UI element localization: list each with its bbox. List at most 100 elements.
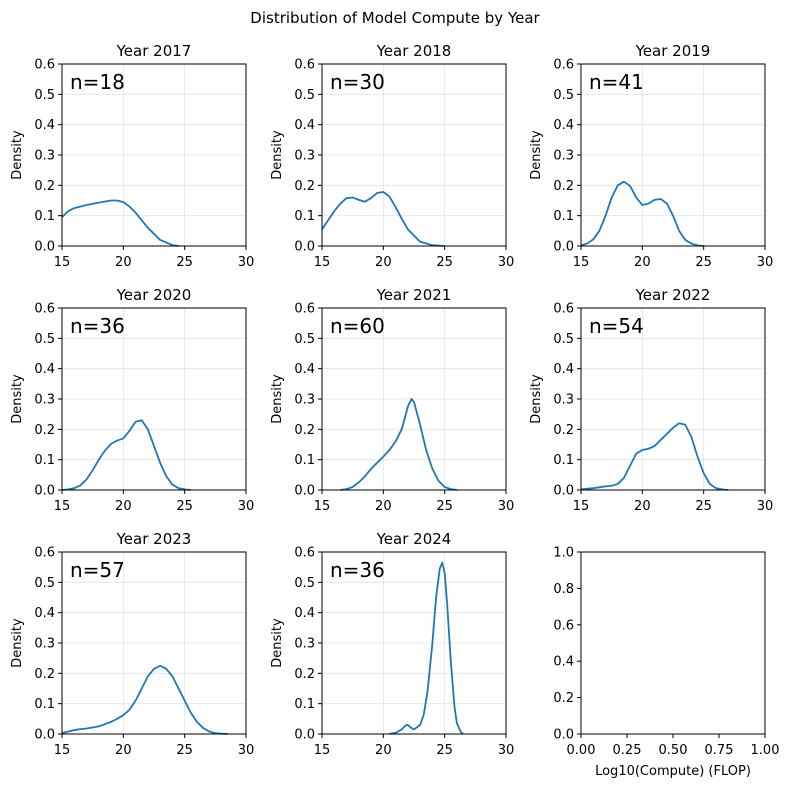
y-tick-label: 0.1 xyxy=(294,453,315,468)
x-tick-label: 20 xyxy=(634,255,651,270)
y-tick-label: 0.1 xyxy=(34,697,55,712)
figure-title: Distribution of Model Compute by Year xyxy=(250,9,540,27)
x-tick-label: 25 xyxy=(436,255,453,270)
density-curve xyxy=(340,398,458,491)
y-tick-label: 0.1 xyxy=(553,453,574,468)
subplot-9: 0.00 0.25 0.50 0.75 1.00 0.0 0.2 0.4 0.6 0.8 1.0 Lo… xyxy=(553,546,779,780)
y-axis-label: Density xyxy=(10,374,25,424)
subplot-title: Year 2022 xyxy=(635,286,711,304)
x-tick-label: 30 xyxy=(238,743,255,758)
x-tick-label: 30 xyxy=(498,499,515,514)
x-tick-label: 30 xyxy=(238,499,255,514)
y-tick-label: 0.6 xyxy=(553,302,574,317)
y-tick-label: 0.5 xyxy=(553,332,574,347)
density-curve xyxy=(61,664,228,735)
y-tick-label: 0.6 xyxy=(34,302,55,317)
subplot-title: Year 2019 xyxy=(635,42,711,60)
sample-size-annotation: n=54 xyxy=(589,314,644,338)
x-tick-label: 25 xyxy=(176,499,193,514)
axes-frame xyxy=(580,551,766,735)
y-tick-label: 0.4 xyxy=(553,655,574,670)
x-tick-label: 20 xyxy=(375,743,392,758)
density-curve xyxy=(61,199,179,247)
y-tick-label: 0.6 xyxy=(294,58,315,73)
x-axis-label: Log10(Compute) (FLOP) xyxy=(595,764,751,779)
subplot-1: 15 20 25 30 0.0 0.1 0.2 0.3 0.4 0.5 0.6 Year 2017 n=… xyxy=(10,42,254,270)
y-tick-label: 0.4 xyxy=(553,118,574,133)
y-tick-label: 0.4 xyxy=(34,606,55,621)
x-tick-label: 15 xyxy=(573,499,590,514)
y-tick-label: 0.2 xyxy=(553,691,574,706)
axes-frame xyxy=(321,551,507,735)
y-tick-label: 0.4 xyxy=(294,606,315,621)
x-tick-label: 15 xyxy=(54,499,71,514)
subplot-title: Year 2024 xyxy=(376,530,452,548)
y-tick-label: 0.5 xyxy=(294,576,315,591)
y-tick-label: 0.6 xyxy=(294,546,315,561)
x-tick-label: 25 xyxy=(695,255,712,270)
y-tick-label: 0.5 xyxy=(34,576,55,591)
density-curve xyxy=(61,419,191,491)
x-tick-label: 30 xyxy=(238,255,255,270)
y-tick-label: 0.0 xyxy=(553,728,574,743)
axes-frame xyxy=(321,307,507,491)
y-tick-label: 0.5 xyxy=(34,332,55,347)
y-tick-label: 0.6 xyxy=(34,546,55,561)
y-tick-label: 0.1 xyxy=(34,453,55,468)
y-tick-label: 0.3 xyxy=(553,149,574,164)
y-axis-label: Density xyxy=(270,374,285,424)
y-tick-label: 0.3 xyxy=(294,149,315,164)
y-tick-label: 0.4 xyxy=(34,362,55,377)
y-tick-label: 0.2 xyxy=(294,179,315,194)
y-axis-label: Density xyxy=(10,618,25,668)
y-tick-label: 0.4 xyxy=(294,118,315,133)
y-tick-label: 0.2 xyxy=(34,179,55,194)
subplot-title: Year 2017 xyxy=(116,42,192,60)
x-tick-label: 0.00 xyxy=(567,743,596,758)
y-tick-label: 0.3 xyxy=(34,637,55,652)
x-tick-label: 20 xyxy=(115,255,132,270)
axes-frame xyxy=(321,63,507,247)
y-tick-label: 0.2 xyxy=(34,423,55,438)
y-tick-label: 0.0 xyxy=(34,484,55,499)
x-tick-label: 20 xyxy=(634,499,651,514)
y-tick-label: 0.1 xyxy=(294,697,315,712)
y-tick-label: 0.3 xyxy=(34,149,55,164)
sample-size-annotation: n=41 xyxy=(589,70,644,94)
subplot-8: 15 20 25 30 0.0 0.1 0.2 0.3 0.4 0.5 0.6 Year 2024 n=… xyxy=(270,530,514,758)
y-tick-label: 0.8 xyxy=(553,582,574,597)
y-tick-label: 0.6 xyxy=(553,618,574,633)
y-tick-label: 0.4 xyxy=(294,362,315,377)
y-tick-label: 0.2 xyxy=(294,423,315,438)
subplot-7: 15 20 25 30 0.0 0.1 0.2 0.3 0.4 0.5 0.6 Year 2023 n=… xyxy=(10,530,254,758)
axes-frame xyxy=(580,307,766,491)
x-tick-label: 30 xyxy=(757,255,774,270)
y-tick-label: 0.0 xyxy=(34,240,55,255)
density-curve xyxy=(321,191,445,247)
y-axis-label: Density xyxy=(270,130,285,180)
y-tick-label: 0.0 xyxy=(294,240,315,255)
y-tick-label: 0.2 xyxy=(553,423,574,438)
axes-frame xyxy=(580,63,766,247)
y-tick-label: 0.6 xyxy=(294,302,315,317)
y-tick-label: 0.4 xyxy=(34,118,55,133)
sample-size-annotation: n=57 xyxy=(70,558,125,582)
x-tick-label: 15 xyxy=(314,255,331,270)
y-axis-label: Density xyxy=(270,618,285,668)
y-tick-label: 0.4 xyxy=(553,362,574,377)
y-tick-label: 1.0 xyxy=(553,546,574,561)
x-tick-label: 25 xyxy=(176,743,193,758)
axes-frame xyxy=(61,307,247,491)
y-axis-label: Density xyxy=(529,130,544,180)
sample-size-annotation: n=36 xyxy=(70,314,125,338)
axes-frame xyxy=(61,63,247,247)
x-tick-label: 20 xyxy=(115,743,132,758)
y-axis-label: Density xyxy=(529,374,544,424)
density-curve xyxy=(389,561,464,735)
y-tick-label: 0.2 xyxy=(34,667,55,682)
axes-frame xyxy=(61,551,247,735)
y-tick-label: 0.1 xyxy=(553,209,574,224)
y-tick-label: 0.5 xyxy=(553,88,574,103)
x-tick-label: 20 xyxy=(115,499,132,514)
